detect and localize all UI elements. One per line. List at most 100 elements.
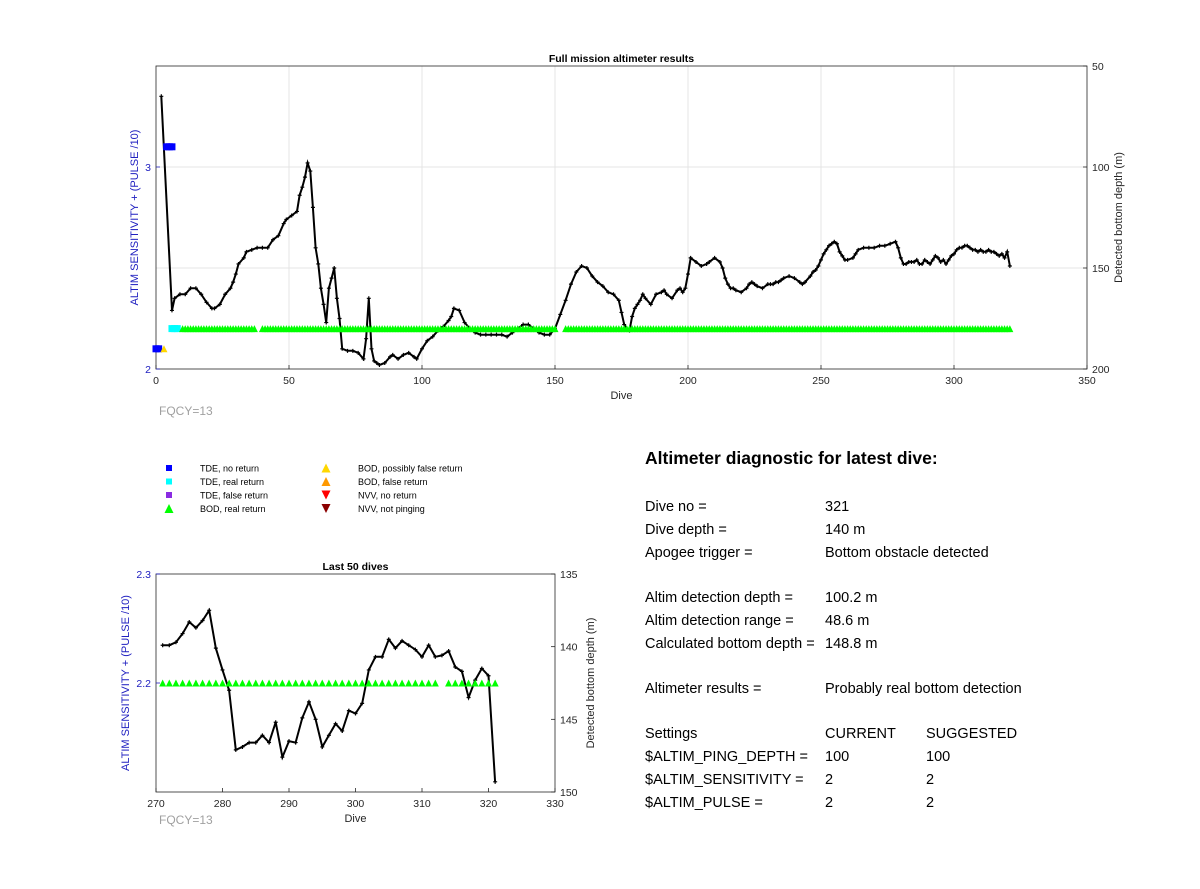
bottom-depth-point	[973, 247, 978, 252]
series-bod-real-return	[179, 325, 1014, 333]
bottom-depth-point	[180, 631, 185, 636]
chart-1: 270 280 290 300 310 320 330 2.3 2.2 135 140 145 150 L…	[120, 561, 597, 827]
legend-marker	[321, 504, 331, 513]
bottom-depth-point	[249, 247, 254, 252]
real-return-marker	[551, 325, 559, 333]
bottom-depth-point	[479, 666, 484, 671]
bottom-depth-point	[664, 292, 669, 297]
bottom-depth-point	[505, 334, 510, 339]
bottom-depth-point	[236, 261, 241, 266]
bottom-depth-point	[914, 257, 919, 262]
y2-tick-label: 140	[560, 642, 578, 654]
ping-depth-suggested: 100	[926, 749, 951, 765]
bottom-depth-point	[483, 332, 488, 337]
bottom-depth-point	[717, 259, 722, 264]
bottom-depth-point	[659, 290, 664, 295]
real-return-marker	[225, 679, 233, 687]
bottom-depth-point	[220, 667, 225, 672]
bottom-depth-point	[200, 618, 205, 623]
bottom-depth-point	[265, 245, 270, 250]
bottom-depth-point	[321, 302, 326, 307]
bottom-depth-point	[293, 740, 298, 745]
bottom-depth-point	[808, 274, 813, 279]
real-return-marker	[219, 679, 226, 687]
bottom-depth-point	[936, 255, 941, 260]
bottom-depth-point	[193, 625, 198, 630]
bottom-depth-point	[978, 247, 983, 252]
bottom-depth-point	[670, 296, 675, 301]
real-return-marker	[312, 679, 320, 687]
bottom-depth-point	[678, 286, 683, 291]
bottom-depth-point	[563, 298, 568, 303]
bottom-depth-point	[776, 280, 781, 285]
real-return-marker	[232, 679, 240, 687]
bottom-depth-point	[1002, 255, 1007, 260]
real-return-marker	[478, 679, 486, 687]
bottom-depth-point	[584, 266, 589, 270]
real-return-marker	[378, 679, 386, 687]
x-tick-label: 270	[147, 798, 165, 810]
bottom-depth-point	[840, 253, 845, 258]
return-marker	[168, 143, 176, 151]
bottom-depth-point	[396, 356, 401, 361]
bottom-depth-point	[377, 362, 382, 367]
bottom-depth-point	[845, 257, 850, 262]
bottom-depth-point	[356, 350, 361, 355]
x-tick-label: 150	[546, 375, 564, 387]
bottom-depth-point	[212, 306, 217, 311]
bottom-depth-point	[401, 352, 406, 357]
bottom-depth-point	[648, 302, 653, 307]
bottom-depth-point	[752, 282, 757, 287]
bottom-depth-point	[233, 747, 238, 752]
bottom-depth-point	[241, 255, 246, 260]
real-return-marker	[338, 679, 346, 687]
bottom-depth-point	[425, 338, 430, 343]
x-axis-label: Dive	[344, 813, 366, 825]
bottom-depth-point	[896, 245, 901, 250]
bottom-depth-point	[446, 649, 451, 654]
bottom-depth-point	[834, 241, 839, 246]
real-return-marker	[159, 679, 167, 687]
y2-tick-label: 150	[560, 787, 578, 799]
bottom-depth-point	[920, 261, 925, 266]
bottom-depth-point	[255, 245, 260, 250]
bottom-depth-point	[308, 169, 313, 174]
x-tick-label: 350	[1078, 375, 1096, 387]
legend-marker	[166, 465, 172, 471]
legend-marker	[321, 490, 331, 500]
bottom-depth-point	[941, 257, 946, 262]
bottom-depth-point	[904, 261, 909, 266]
bottom-depth-point	[635, 302, 640, 307]
bottom-depth-point	[579, 263, 584, 268]
legend-marker	[164, 504, 174, 513]
real-return-marker	[405, 679, 413, 687]
bottom-depth-point	[898, 255, 903, 260]
bottom-depth-point	[686, 272, 690, 277]
bottom-depth-point	[747, 282, 752, 287]
bottom-depth-point	[888, 241, 893, 246]
bottom-depth-point	[826, 243, 831, 248]
x-tick-label: 50	[283, 375, 295, 387]
bottom-depth-point	[574, 270, 579, 275]
bottom-depth-point	[380, 654, 385, 659]
real-return-marker	[292, 679, 300, 687]
bottom-depth-point	[946, 257, 951, 262]
legend-marker	[321, 477, 331, 486]
bottom-depth-point	[406, 350, 411, 355]
dive-depth-label: Dive depth =	[645, 522, 727, 538]
bottom-depth-point	[638, 298, 643, 303]
bottom-depth-point	[925, 259, 930, 264]
bottom-depth-point	[965, 243, 970, 248]
bottom-depth-point	[744, 286, 749, 291]
y-tick-label: 2.2	[136, 678, 151, 690]
bottom-depth-point	[420, 654, 424, 659]
bottom-depth-point	[199, 292, 204, 297]
current-header: CURRENT	[825, 726, 896, 742]
bottom-depth-point	[334, 296, 339, 301]
legend: TDE, no return TDE, real return TDE, false…	[164, 463, 463, 514]
apogee-label: Apogee trigger =	[645, 545, 753, 561]
bottom-depth-label: Calculated bottom depth =	[645, 636, 815, 652]
bottom-depth-point	[949, 253, 954, 258]
bottom-depth-line	[162, 607, 497, 782]
